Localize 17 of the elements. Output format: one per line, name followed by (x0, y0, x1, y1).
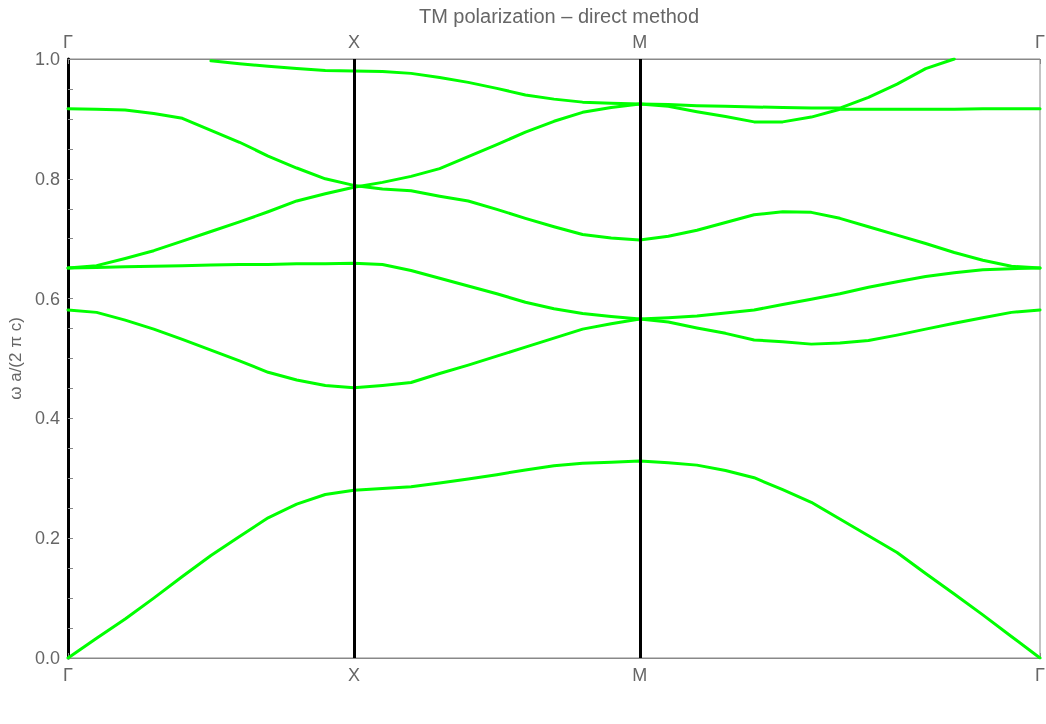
x-tick-label: Γ (1035, 665, 1046, 685)
x-tick-label: M (632, 665, 648, 685)
y-tick-label: 0.6 (34, 288, 60, 309)
chart-title: TM polarization – direct method (418, 5, 700, 27)
y-tick-label: 0.0 (34, 648, 60, 668)
y-tick-label: 1.0 (34, 49, 60, 69)
line-series (66, 459, 1042, 660)
y-tick-label: 0.4 (34, 408, 60, 429)
text: X (347, 32, 360, 52)
x-tick-label: Γ (63, 665, 74, 685)
y-axis-title: ω a/(2 π c) (6, 317, 26, 400)
y-tick-label: 0.2 (34, 528, 60, 549)
category-label: Γ (1035, 32, 1045, 52)
category-label: Γ (63, 32, 73, 52)
x-tick-label: X (347, 665, 360, 685)
text: M (632, 32, 648, 52)
y-tick-label: 0.8 (34, 168, 60, 189)
